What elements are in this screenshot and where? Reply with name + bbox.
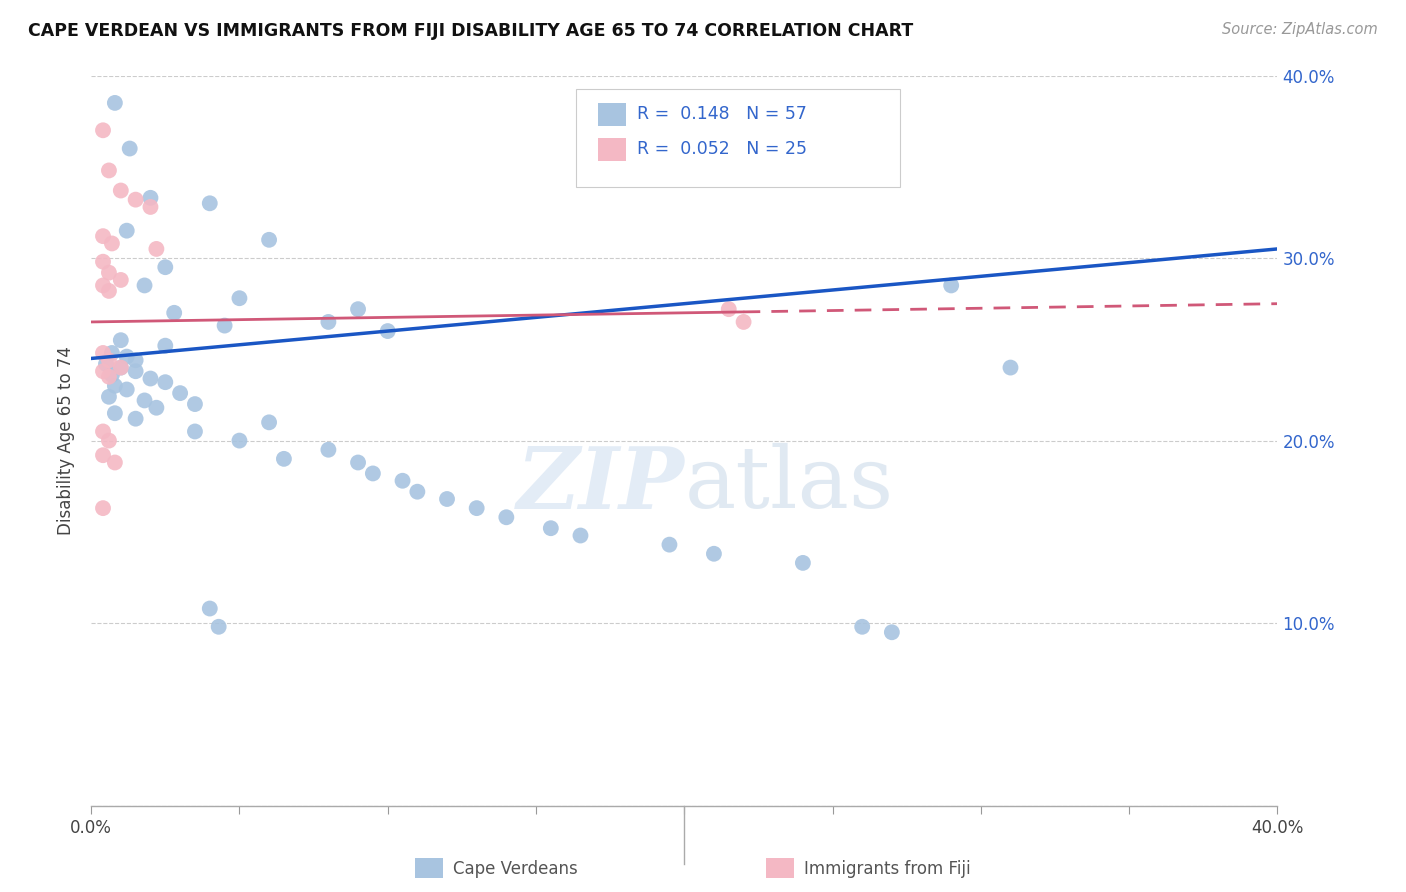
Point — [104, 455, 127, 469]
Point — [101, 368, 124, 382]
Point — [91, 123, 114, 137]
Point — [391, 474, 413, 488]
Point — [658, 538, 681, 552]
Point — [91, 278, 114, 293]
Point — [94, 357, 117, 371]
Point — [91, 364, 114, 378]
Y-axis label: Disability Age 65 to 74: Disability Age 65 to 74 — [58, 346, 75, 535]
Point — [118, 142, 141, 156]
Point — [941, 278, 963, 293]
Point — [318, 442, 340, 457]
Point — [139, 191, 162, 205]
Point — [214, 318, 236, 333]
Point — [228, 434, 250, 448]
Point — [115, 383, 138, 397]
Point — [97, 369, 120, 384]
Point — [703, 547, 725, 561]
Point — [124, 411, 146, 425]
Point — [145, 401, 167, 415]
Point — [347, 302, 370, 317]
Point — [155, 375, 177, 389]
Point — [134, 393, 156, 408]
Point — [717, 302, 740, 317]
Point — [110, 333, 132, 347]
Text: R =  0.052   N = 25: R = 0.052 N = 25 — [637, 140, 807, 158]
Text: Immigrants from Fiji: Immigrants from Fiji — [804, 860, 972, 878]
Point — [91, 448, 114, 462]
Point — [155, 260, 177, 275]
Point — [110, 360, 132, 375]
Point — [139, 200, 162, 214]
Point — [851, 620, 873, 634]
Point — [91, 501, 114, 516]
Point — [273, 451, 295, 466]
Point — [124, 353, 146, 368]
Point — [347, 455, 370, 469]
Point — [97, 284, 120, 298]
Point — [406, 484, 429, 499]
Point — [91, 229, 114, 244]
Point — [115, 350, 138, 364]
Point — [228, 291, 250, 305]
Point — [101, 236, 124, 251]
Point — [198, 196, 221, 211]
Point — [104, 95, 127, 110]
Point — [465, 501, 488, 516]
Point — [97, 390, 120, 404]
Point — [569, 528, 592, 542]
Text: ZIP: ZIP — [516, 442, 685, 526]
Point — [115, 224, 138, 238]
Point — [97, 353, 120, 368]
Text: atlas: atlas — [685, 442, 893, 526]
Point — [163, 306, 186, 320]
Point — [208, 620, 231, 634]
Text: R =  0.148   N = 57: R = 0.148 N = 57 — [637, 105, 807, 123]
Point — [104, 406, 127, 420]
Point — [124, 364, 146, 378]
Point — [361, 467, 384, 481]
Point — [184, 425, 207, 439]
Point — [257, 233, 280, 247]
Point — [184, 397, 207, 411]
Point — [145, 242, 167, 256]
Point — [91, 254, 114, 268]
Point — [1000, 360, 1022, 375]
Point — [318, 315, 340, 329]
Point — [104, 379, 127, 393]
Point — [257, 415, 280, 429]
Point — [436, 491, 458, 506]
Point — [91, 425, 114, 439]
Point — [169, 386, 191, 401]
Point — [733, 315, 755, 329]
Point — [97, 434, 120, 448]
Point — [495, 510, 517, 524]
Point — [97, 163, 120, 178]
Point — [155, 339, 177, 353]
Point — [110, 273, 132, 287]
Text: Cape Verdeans: Cape Verdeans — [453, 860, 578, 878]
Point — [101, 346, 124, 360]
Point — [110, 184, 132, 198]
Point — [91, 346, 114, 360]
Point — [880, 625, 903, 640]
Point — [377, 324, 399, 338]
Point — [792, 556, 814, 570]
Text: CAPE VERDEAN VS IMMIGRANTS FROM FIJI DISABILITY AGE 65 TO 74 CORRELATION CHART: CAPE VERDEAN VS IMMIGRANTS FROM FIJI DIS… — [28, 22, 914, 40]
Point — [198, 601, 221, 615]
Point — [134, 278, 156, 293]
Point — [540, 521, 562, 535]
Point — [124, 193, 146, 207]
Point — [110, 360, 132, 375]
Point — [97, 266, 120, 280]
Text: Source: ZipAtlas.com: Source: ZipAtlas.com — [1222, 22, 1378, 37]
Point — [139, 371, 162, 385]
